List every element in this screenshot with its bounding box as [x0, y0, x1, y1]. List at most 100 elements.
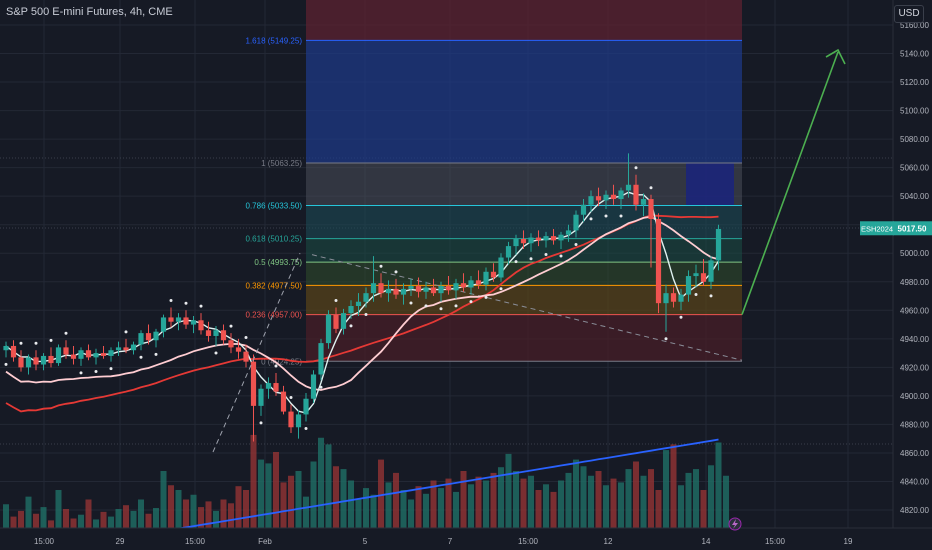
volume-bar: [310, 461, 317, 528]
fib-zone: [306, 163, 742, 206]
symbol-tag-label: ESH2024: [861, 224, 893, 233]
candle-body: [48, 355, 54, 364]
volume-bar: [520, 478, 527, 528]
time-axis[interactable]: 15:00 29 15:00 Feb 5 7 15:00 12 14 15:00 19: [0, 517, 932, 550]
indicator-dot: [424, 304, 428, 308]
volume-bar: [303, 496, 309, 528]
indicator-dot: [484, 295, 488, 299]
indicator-dot: [559, 254, 563, 258]
candle-body: [460, 283, 467, 288]
drawings[interactable]: [212, 48, 846, 453]
volume-bar: [460, 471, 467, 528]
fib-zone: [306, 238, 742, 263]
candle-body: [235, 347, 242, 352]
time-tick-label: Feb: [258, 537, 272, 546]
time-tick-label: 29: [116, 537, 125, 546]
volume-bar: [490, 472, 497, 528]
candle-body: [708, 260, 714, 282]
indicator-dot: [679, 315, 683, 319]
indicator-dot: [4, 362, 8, 366]
candle-body: [378, 283, 384, 294]
volume-bar: [130, 510, 137, 528]
candle-body: [535, 237, 542, 241]
candle-body: [25, 357, 32, 368]
volume-bar: [633, 461, 639, 528]
volume-bar: [123, 505, 129, 528]
fib-level-label: 0.236 (4957.00): [246, 311, 303, 320]
indicator-dot: [289, 395, 293, 399]
volume-bar: [603, 485, 609, 528]
candle-body: [243, 351, 249, 362]
candle-body: [400, 288, 407, 295]
volume-bar: [213, 510, 219, 528]
time-tick-label: 15:00: [34, 537, 55, 546]
indicator-dot: [199, 304, 203, 308]
indicator-dot: [244, 336, 248, 340]
fib-level-label: 1 (5063.25): [261, 159, 302, 168]
candle-body: [505, 246, 512, 258]
candlesticks[interactable]: [3, 153, 722, 442]
candle-body: [415, 286, 422, 292]
candle-body: [453, 283, 459, 291]
last-price-tag: [893, 221, 932, 236]
candle-body: [715, 228, 722, 261]
volume-bar: [265, 463, 272, 528]
volume-bar: [370, 494, 377, 528]
volume-bar: [70, 518, 77, 528]
volume-bar: [670, 444, 677, 528]
candle-body: [190, 320, 197, 325]
currency-button[interactable]: USD: [894, 5, 924, 23]
volume-bar: [700, 490, 707, 528]
candle-body: [100, 353, 107, 356]
indicator-dot: [259, 421, 263, 425]
volume-bar: [318, 437, 324, 528]
volume-bar: [505, 453, 512, 528]
volume-bar: [243, 490, 249, 528]
price-tick-label: 4960.00: [900, 306, 929, 315]
price-tick-label: 4940.00: [900, 335, 929, 344]
fib-level-label: 0 (4924.25): [261, 357, 302, 366]
price-tick-label: 4900.00: [900, 392, 929, 401]
fib-level-label: 0.786 (5033.50): [246, 201, 303, 210]
fibonacci-retracement[interactable]: 1.618 (5149.25) 1 (5063.25) 0.786 (5033.50…: [246, 0, 743, 366]
volume-bar: [475, 476, 482, 528]
volume-bar: [205, 501, 212, 528]
indicator-dot: [604, 214, 608, 218]
fib-level-label: 1.618 (5149.25): [246, 36, 303, 45]
volume-bar: [258, 459, 264, 528]
volume-bar: [498, 467, 504, 528]
volume-bar: [18, 510, 24, 528]
candle-body: [640, 199, 647, 205]
indicator-dot: [634, 166, 638, 170]
volume-bar: [580, 466, 587, 528]
price-tick-label: 4920.00: [900, 363, 929, 372]
price-tick-label: 5000.00: [900, 249, 929, 258]
indicator-dot: [394, 270, 398, 274]
symbol-tag: [860, 221, 894, 236]
volume-bar: [528, 475, 534, 528]
price-tick-label: 5100.00: [900, 107, 929, 116]
indicator-dot: [469, 300, 473, 304]
volume-bar: [288, 475, 294, 528]
fib-zone: [306, 262, 742, 286]
candle-body: [160, 317, 167, 332]
time-tick-label: 7: [448, 537, 453, 546]
volume-bar: [3, 504, 9, 528]
indicator-dot: [184, 301, 188, 305]
time-tick-label: 15:00: [185, 537, 206, 546]
volume-bar: [325, 444, 332, 528]
volume-bar: [723, 475, 729, 528]
moving-average-long: [140, 438, 719, 536]
time-tick-label: 14: [702, 537, 711, 546]
volume-bar: [415, 486, 422, 528]
indicator-dot: [64, 331, 68, 335]
candle-body: [265, 383, 272, 389]
volume-bar: [565, 472, 572, 528]
price-tick-label: 4980.00: [900, 278, 929, 287]
candle-body: [258, 388, 264, 406]
price-tick-label: 5040.00: [900, 192, 929, 201]
indicator-dot: [79, 371, 83, 375]
price-axis[interactable]: 4820.00 4840.00 4860.00 4880.00 4900.00 4920.…: [860, 0, 932, 550]
